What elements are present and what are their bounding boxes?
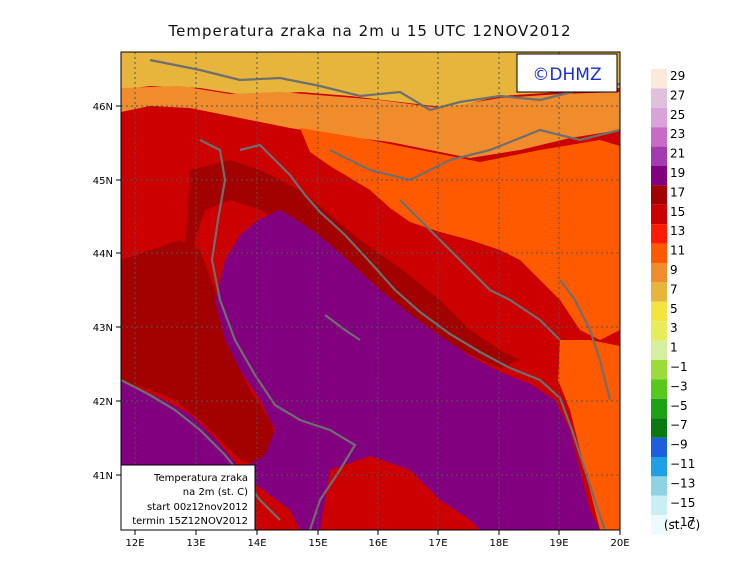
legend-swatch: [651, 379, 667, 399]
field-albania-orange: [558, 340, 620, 530]
info-box: Temperatura zraka na 2m (st. C) start 00…: [120, 464, 256, 531]
legend-swatch: [651, 185, 667, 205]
field-north-orange: [121, 86, 620, 158]
legend-swatch: [651, 457, 667, 477]
field-adriatic-sea: [215, 210, 600, 530]
logo-text: ©DHMZ: [532, 65, 601, 85]
legend-label: 17: [670, 185, 685, 199]
info-line-4: termin 15Z12NOV2012: [132, 516, 248, 527]
graticule: [121, 52, 620, 530]
legend-swatch: [651, 224, 667, 244]
lat-label-46n: 46N: [93, 102, 113, 113]
legend-label: 19: [670, 166, 685, 180]
legend-swatch: [651, 437, 667, 457]
legend-swatch: [651, 360, 667, 380]
field-south-italy: [320, 456, 480, 530]
lon-label-14e: 14E: [247, 538, 266, 549]
legend-swatch: [651, 476, 667, 496]
legend-swatch: [651, 107, 667, 128]
legend-label: 21: [670, 147, 685, 161]
legend-label: 11: [670, 244, 685, 258]
info-line-2: na 2m (st. C): [183, 487, 248, 498]
legend-label: −13: [670, 476, 695, 490]
legend-unit: (st. C): [664, 518, 700, 532]
legend-label: −9: [670, 438, 688, 452]
legend-label: −7: [670, 418, 688, 432]
lon-label-20e: 20E: [610, 538, 629, 549]
legend-label: 15: [670, 205, 685, 219]
legend-label: 23: [670, 127, 685, 141]
legend-label: −17: [670, 515, 695, 529]
info-line-1: Temperatura zraka: [153, 473, 248, 484]
legend-label: 25: [670, 108, 685, 122]
map-frame: [120, 51, 621, 531]
legend-label: −5: [670, 399, 688, 413]
legend-swatch: [651, 263, 667, 283]
lat-label-43n: 43N: [93, 323, 113, 334]
legend-swatch: [651, 418, 667, 438]
lon-label-18e: 18E: [489, 538, 508, 549]
legend-colorbar: [651, 69, 667, 535]
coastlines: [121, 58, 620, 530]
border-montenegro: [559, 279, 612, 401]
lat-label-45n: 45N: [93, 176, 113, 187]
coastline-italy-east: [199, 139, 357, 530]
axis-ticks: [116, 105, 621, 535]
legend-swatch: [651, 301, 667, 322]
border-inland: [329, 128, 620, 182]
temperature-field: [121, 52, 620, 530]
legend-swatch: [651, 515, 667, 535]
legend-swatch: [651, 146, 667, 166]
island-coast: [324, 314, 361, 341]
coastline-croatia: [239, 143, 607, 530]
legend-swatch: [651, 340, 667, 360]
legend-labels: 29 27 25 23 21 19 17 15 13 11 9 7 5 3 1 −1 −3 −5 −7 −9 −11 −1…: [670, 69, 695, 529]
longitude-labels: 12E 13E 14E 15E 16E 17E 18E 19E 20E: [125, 538, 629, 549]
legend-swatch: [651, 243, 667, 263]
legend-swatch: [651, 166, 667, 186]
field-inland-orange: [300, 128, 620, 340]
legend-swatch: [651, 321, 667, 341]
lon-label-13e: 13E: [186, 538, 205, 549]
legend-label: 29: [670, 69, 685, 83]
legend-swatch: [651, 398, 667, 419]
legend-swatch: [651, 282, 667, 302]
legend-swatch: [651, 495, 667, 516]
legend-swatch: [651, 88, 667, 108]
legend-label: 7: [670, 282, 678, 296]
coastline-italy-west: [121, 379, 281, 521]
border-slovenia: [149, 58, 620, 112]
latitude-labels: 46N 45N 44N 43N 42N 41N: [93, 102, 113, 482]
field-italy-darkred: [121, 240, 280, 470]
legend-swatch: [651, 204, 667, 225]
lat-label-42n: 42N: [93, 397, 113, 408]
legend-label: 1: [670, 341, 678, 355]
border-bosnia: [399, 199, 561, 341]
info-line-3: start 00z12nov2012: [147, 502, 248, 513]
lon-label-19e: 19E: [549, 538, 568, 549]
legend-label: 9: [670, 263, 678, 277]
field-coast-darkred: [185, 160, 520, 368]
lat-label-41n: 41N: [93, 471, 113, 482]
legend-label: 27: [670, 88, 685, 102]
legend-label: −11: [670, 457, 695, 471]
dhmz-logo: ©DHMZ: [516, 53, 618, 93]
legend-label: 5: [670, 302, 678, 316]
legend-label: −15: [670, 496, 695, 510]
lat-label-44n: 44N: [93, 249, 113, 260]
lon-label-16e: 16E: [368, 538, 387, 549]
legend-swatch: [651, 127, 667, 147]
legend-label: −3: [670, 379, 688, 393]
legend-label: −1: [670, 360, 688, 374]
legend-label: 3: [670, 321, 678, 335]
map-title: Temperatura zraka na 2m u 15 UTC 12NOV20…: [168, 22, 572, 40]
lon-label-15e: 15E: [308, 538, 327, 549]
lon-label-12e: 12E: [125, 538, 144, 549]
lon-label-17e: 17E: [428, 538, 447, 549]
legend-label: 13: [670, 224, 685, 238]
legend-swatch: [651, 69, 667, 89]
